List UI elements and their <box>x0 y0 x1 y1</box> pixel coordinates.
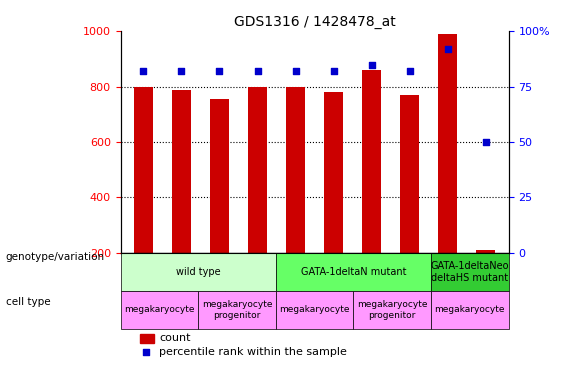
Bar <box>210 99 229 253</box>
Text: count: count <box>159 333 191 343</box>
Text: wild type: wild type <box>176 267 220 277</box>
Bar <box>140 333 154 343</box>
Bar <box>172 90 191 253</box>
Point <box>139 68 148 74</box>
Bar <box>362 70 381 253</box>
Point <box>405 68 414 74</box>
Text: megakaryocyte
progenitor: megakaryocyte progenitor <box>202 300 272 320</box>
Point <box>367 62 376 68</box>
Text: cell type: cell type <box>6 297 50 307</box>
Text: megakaryocyte: megakaryocyte <box>279 305 350 314</box>
Bar <box>438 34 457 253</box>
Point <box>291 68 300 74</box>
Text: GATA-1deltaN mutant: GATA-1deltaN mutant <box>301 267 406 277</box>
Bar <box>324 92 343 253</box>
Bar <box>134 87 153 253</box>
FancyBboxPatch shape <box>120 253 276 291</box>
Point <box>215 68 224 74</box>
Point <box>329 68 338 74</box>
Text: genotype/variation: genotype/variation <box>6 252 105 262</box>
FancyBboxPatch shape <box>276 253 431 291</box>
Bar <box>400 95 419 253</box>
Title: GDS1316 / 1428478_at: GDS1316 / 1428478_at <box>234 15 396 29</box>
Point <box>177 68 186 74</box>
Point <box>481 139 490 145</box>
Text: percentile rank within the sample: percentile rank within the sample <box>159 347 347 357</box>
Text: GATA-1deltaNeo
deltaHS mutant: GATA-1deltaNeo deltaHS mutant <box>431 261 509 283</box>
FancyBboxPatch shape <box>198 291 276 329</box>
Text: megakaryocyte: megakaryocyte <box>434 305 505 314</box>
FancyBboxPatch shape <box>431 253 508 291</box>
Text: megakaryocyte: megakaryocyte <box>124 305 194 314</box>
Point <box>253 68 262 74</box>
Bar <box>286 87 305 253</box>
FancyBboxPatch shape <box>120 291 198 329</box>
Point <box>141 349 150 355</box>
Bar <box>476 250 496 253</box>
FancyBboxPatch shape <box>431 291 508 329</box>
Text: megakaryocyte
progenitor: megakaryocyte progenitor <box>357 300 428 320</box>
Point <box>444 46 453 52</box>
FancyBboxPatch shape <box>276 291 353 329</box>
Bar <box>248 87 267 253</box>
FancyBboxPatch shape <box>353 291 431 329</box>
